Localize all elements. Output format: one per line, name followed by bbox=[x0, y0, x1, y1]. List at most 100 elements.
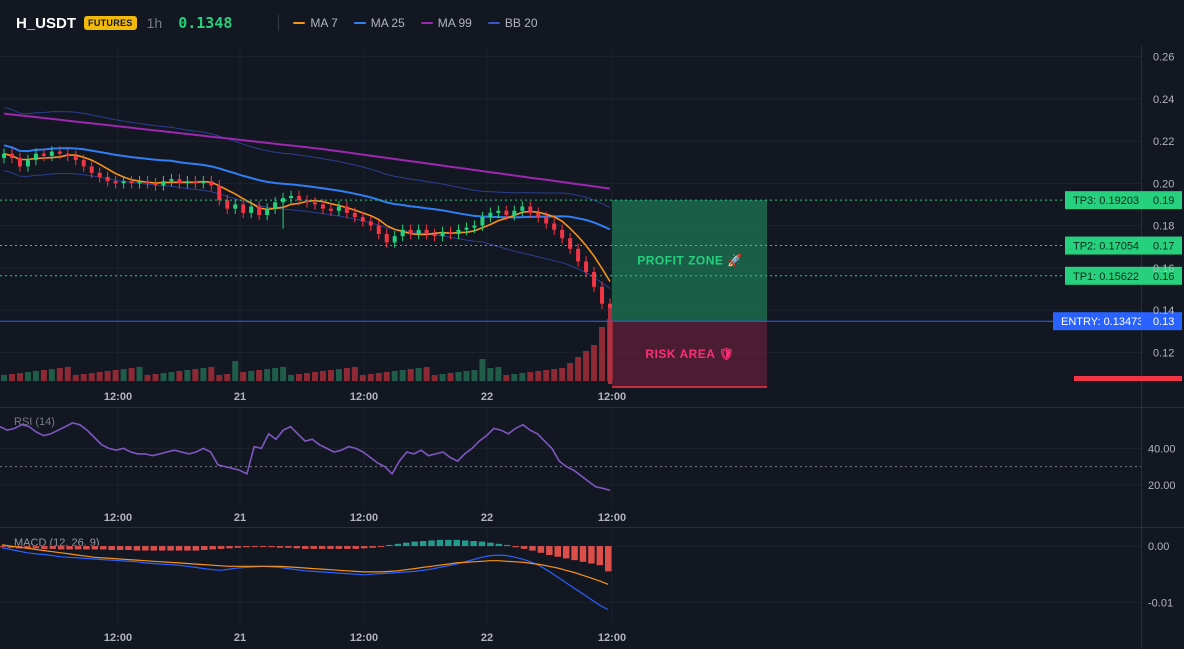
candle[interactable] bbox=[185, 175, 190, 189]
candle[interactable] bbox=[257, 201, 262, 221]
candle[interactable] bbox=[432, 228, 437, 242]
candle[interactable] bbox=[560, 224, 565, 244]
candle[interactable] bbox=[89, 161, 94, 179]
candle[interactable] bbox=[65, 148, 70, 162]
entry-label-box[interactable] bbox=[1053, 312, 1141, 331]
candle[interactable] bbox=[456, 224, 461, 240]
candle[interactable] bbox=[424, 224, 429, 240]
candle[interactable] bbox=[57, 146, 62, 160]
candle[interactable] bbox=[49, 146, 54, 162]
candle[interactable] bbox=[33, 148, 38, 166]
candle[interactable] bbox=[448, 226, 453, 240]
candle[interactable] bbox=[488, 207, 493, 223]
candle[interactable] bbox=[145, 175, 150, 189]
candle[interactable] bbox=[576, 243, 581, 267]
price-axis[interactable]: 0.26 0.24 0.22 0.20 0.18 0.16 0.14 0.12 bbox=[1153, 52, 1174, 360]
candle[interactable] bbox=[73, 150, 78, 166]
candle[interactable] bbox=[249, 201, 254, 219]
candle[interactable] bbox=[568, 232, 573, 255]
legend-ma7[interactable]: MA 7 bbox=[293, 16, 338, 30]
candle[interactable] bbox=[17, 152, 22, 172]
candle[interactable] bbox=[360, 211, 365, 227]
candle[interactable] bbox=[41, 148, 46, 162]
candle[interactable] bbox=[81, 154, 86, 172]
candle[interactable] bbox=[209, 175, 214, 191]
candle[interactable] bbox=[528, 201, 533, 219]
candle[interactable] bbox=[225, 194, 230, 214]
macd-hist-bar bbox=[226, 546, 233, 549]
candle[interactable] bbox=[217, 180, 222, 206]
volume-bar bbox=[304, 373, 310, 381]
legend-ma25[interactable]: MA 25 bbox=[353, 16, 405, 30]
symbol-name[interactable]: H_USDT bbox=[16, 14, 77, 32]
volume-bar bbox=[463, 371, 470, 381]
candle[interactable] bbox=[536, 207, 541, 223]
timeframe-label[interactable]: 1h bbox=[146, 15, 163, 31]
candle[interactable] bbox=[320, 199, 325, 214]
rsi-line bbox=[0, 422, 611, 492]
candle[interactable] bbox=[344, 201, 349, 219]
tp3-label-box[interactable] bbox=[1065, 191, 1141, 210]
candle[interactable] bbox=[265, 203, 270, 221]
candle[interactable] bbox=[552, 218, 557, 236]
candle[interactable] bbox=[376, 220, 381, 240]
time-tick-label: 12:00 bbox=[350, 391, 378, 403]
candle[interactable] bbox=[416, 224, 421, 240]
legend-ma99[interactable]: MA 99 bbox=[420, 16, 472, 30]
macd-hist-bar bbox=[302, 546, 309, 549]
candle[interactable] bbox=[408, 224, 413, 240]
candle[interactable] bbox=[544, 211, 549, 229]
candle[interactable] bbox=[496, 205, 501, 219]
candle[interactable] bbox=[97, 167, 102, 183]
candle[interactable] bbox=[400, 224, 405, 242]
tp1-label-box[interactable] bbox=[1065, 266, 1141, 285]
candle[interactable] bbox=[392, 230, 397, 248]
candle[interactable] bbox=[504, 205, 509, 221]
candle[interactable] bbox=[241, 199, 246, 219]
candle[interactable] bbox=[137, 175, 142, 189]
candle[interactable] bbox=[201, 175, 206, 189]
candle[interactable] bbox=[177, 173, 182, 189]
candle[interactable] bbox=[312, 197, 317, 210]
candle[interactable] bbox=[233, 199, 238, 214]
candle[interactable] bbox=[328, 203, 333, 217]
candlesticks[interactable] bbox=[2, 146, 612, 384]
candle[interactable] bbox=[352, 207, 357, 223]
candle[interactable] bbox=[512, 205, 517, 221]
candle[interactable] bbox=[105, 171, 110, 187]
volume-bar bbox=[8, 374, 15, 381]
candle[interactable] bbox=[368, 216, 373, 231]
candle[interactable] bbox=[2, 148, 6, 164]
candle[interactable] bbox=[584, 256, 589, 278]
candle[interactable] bbox=[161, 175, 166, 191]
candle[interactable] bbox=[592, 266, 597, 293]
time-axis[interactable]: 12:00 21 12:00 22 12:00 12:00 21 12:00 22 12:00 12… bbox=[104, 391, 626, 644]
legend-bb20[interactable]: BB 20 bbox=[487, 16, 538, 30]
last-candle[interactable] bbox=[608, 307, 612, 384]
candle[interactable] bbox=[384, 228, 389, 248]
candle[interactable] bbox=[600, 281, 605, 310]
candle[interactable] bbox=[520, 201, 525, 217]
candle[interactable] bbox=[273, 197, 278, 214]
candle[interactable] bbox=[121, 175, 126, 189]
candle[interactable] bbox=[440, 226, 445, 242]
candle[interactable] bbox=[193, 175, 198, 189]
candle[interactable] bbox=[305, 194, 309, 208]
candle[interactable] bbox=[9, 148, 14, 164]
candle[interactable] bbox=[153, 178, 158, 191]
tp2-label-box[interactable] bbox=[1065, 236, 1141, 255]
candle[interactable] bbox=[25, 154, 30, 172]
candle[interactable] bbox=[169, 173, 174, 187]
macd-hist-bar bbox=[108, 546, 115, 550]
candle[interactable] bbox=[289, 190, 294, 204]
candle[interactable] bbox=[472, 220, 477, 233]
candle[interactable] bbox=[464, 222, 469, 236]
candle[interactable] bbox=[113, 175, 118, 189]
candle[interactable] bbox=[281, 192, 286, 229]
candle[interactable] bbox=[297, 190, 302, 206]
candle[interactable] bbox=[336, 201, 341, 217]
candle[interactable] bbox=[129, 175, 134, 189]
macd-hist-bar bbox=[335, 546, 343, 549]
candle[interactable] bbox=[480, 211, 485, 231]
